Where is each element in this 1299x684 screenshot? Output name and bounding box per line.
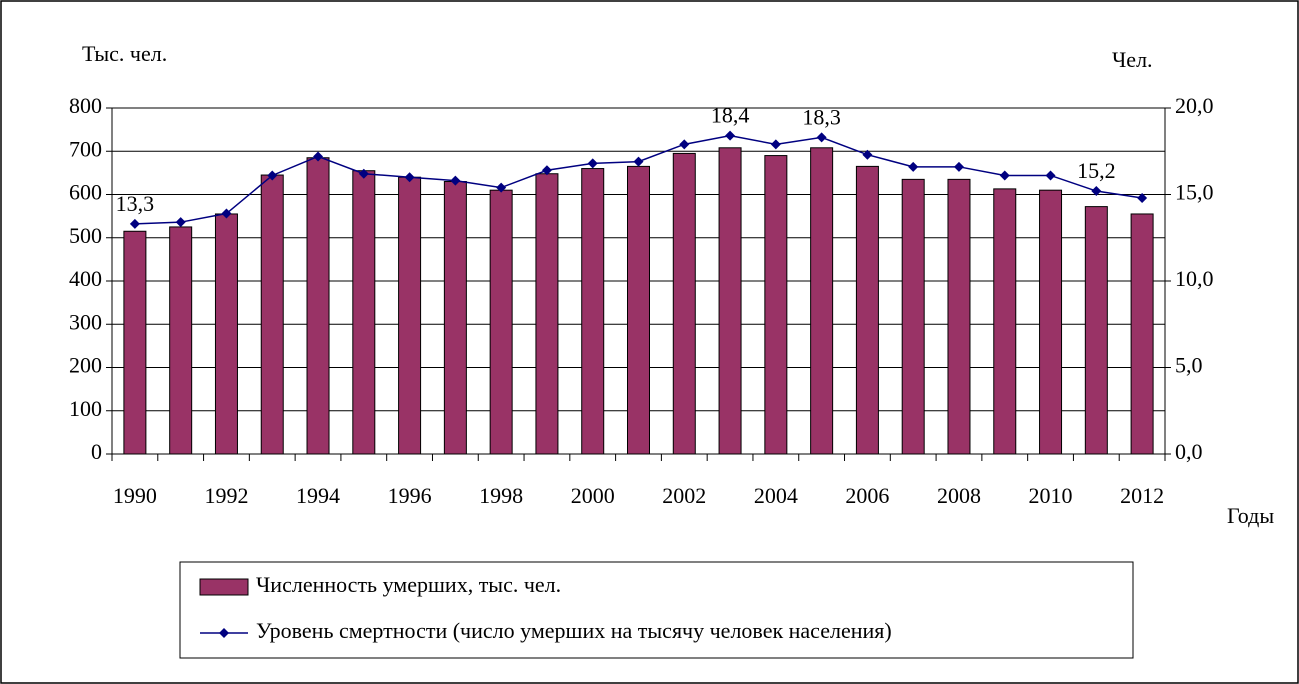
x-tick-label: 2008 xyxy=(937,483,981,508)
y-tick-label: 600 xyxy=(69,180,102,205)
x-tick-label: 1994 xyxy=(296,483,340,508)
bar xyxy=(535,173,559,455)
legend-label: Уровень смертности (число умерших на тыс… xyxy=(256,618,892,643)
legend-marker xyxy=(219,628,229,638)
bar xyxy=(1130,213,1154,455)
line-marker xyxy=(450,175,461,186)
y2-tick-label: 5,0 xyxy=(1175,353,1203,378)
bar xyxy=(764,155,788,455)
legend-box xyxy=(179,561,1134,659)
x-tick-label: 2010 xyxy=(1029,483,1073,508)
x-tick-label: 1996 xyxy=(388,483,432,508)
bar xyxy=(718,147,742,455)
y-tick-label: 0 xyxy=(91,439,102,464)
line-marker xyxy=(999,170,1010,181)
y2-tick-label: 20,0 xyxy=(1175,93,1214,118)
data-label: 15,2 xyxy=(1077,158,1116,183)
line-marker xyxy=(587,158,598,169)
y-tick-label: 100 xyxy=(69,396,102,421)
line-marker xyxy=(770,139,781,150)
bar xyxy=(627,165,650,455)
x-tick-label: 2006 xyxy=(845,483,889,508)
y-tick-label: 400 xyxy=(69,266,102,291)
line-marker xyxy=(129,218,140,229)
bar xyxy=(810,147,834,455)
bar xyxy=(1039,189,1063,455)
bar xyxy=(489,189,513,455)
bar xyxy=(581,168,605,455)
y2-tick-label: 0,0 xyxy=(1175,439,1203,464)
y-axis-label: Тыс. чел. xyxy=(82,41,167,66)
bar xyxy=(398,176,422,455)
x-tick-label: 2004 xyxy=(754,483,798,508)
legend-label: Численность умерших, тыс. чел. xyxy=(256,572,561,597)
bar xyxy=(352,170,376,455)
y-tick-label: 500 xyxy=(69,223,102,248)
line-marker xyxy=(862,149,873,160)
y2-axis-label: Чел. xyxy=(1112,47,1153,72)
y2-tick-label: 15,0 xyxy=(1175,180,1214,205)
line-marker xyxy=(816,132,827,143)
line-marker xyxy=(725,130,736,141)
data-label: 18,4 xyxy=(711,103,750,128)
bar xyxy=(443,181,467,455)
line-marker xyxy=(633,156,644,167)
line-marker xyxy=(908,161,919,172)
bar xyxy=(123,230,147,455)
x-tick-label: 1992 xyxy=(204,483,248,508)
data-label: 13,3 xyxy=(116,191,155,216)
line-marker xyxy=(221,208,232,219)
bar xyxy=(855,165,879,455)
bar xyxy=(947,178,971,455)
line-marker xyxy=(953,161,964,172)
y2-tick-label: 10,0 xyxy=(1175,266,1214,291)
data-label: 18,3 xyxy=(802,104,841,129)
line-marker xyxy=(1045,170,1056,181)
line-marker xyxy=(496,182,507,193)
line-marker xyxy=(358,168,369,179)
line-marker xyxy=(679,139,690,150)
x-axis-label: Годы xyxy=(1227,503,1274,528)
bar xyxy=(901,178,925,455)
y-tick-label: 300 xyxy=(69,309,102,334)
line-marker xyxy=(404,172,415,183)
y-tick-label: 200 xyxy=(69,353,102,378)
line-marker xyxy=(175,217,186,228)
line-marker xyxy=(1137,192,1148,203)
bar xyxy=(672,152,696,455)
y-tick-label: 800 xyxy=(69,93,102,118)
bar xyxy=(214,213,238,455)
bar xyxy=(1084,206,1108,455)
line-marker xyxy=(267,170,278,181)
x-tick-label: 1998 xyxy=(479,483,523,508)
line-marker xyxy=(313,151,324,162)
line-marker xyxy=(1091,186,1102,197)
y-tick-label: 700 xyxy=(69,136,102,161)
legend-swatch xyxy=(199,578,249,596)
bar xyxy=(306,157,330,455)
bar xyxy=(169,226,193,455)
x-tick-label: 2002 xyxy=(662,483,706,508)
bar xyxy=(260,174,284,455)
x-tick-label: 2012 xyxy=(1120,483,1164,508)
bar xyxy=(993,188,1017,455)
x-tick-label: 2000 xyxy=(571,483,615,508)
line-marker xyxy=(541,165,552,176)
x-tick-label: 1990 xyxy=(113,483,157,508)
